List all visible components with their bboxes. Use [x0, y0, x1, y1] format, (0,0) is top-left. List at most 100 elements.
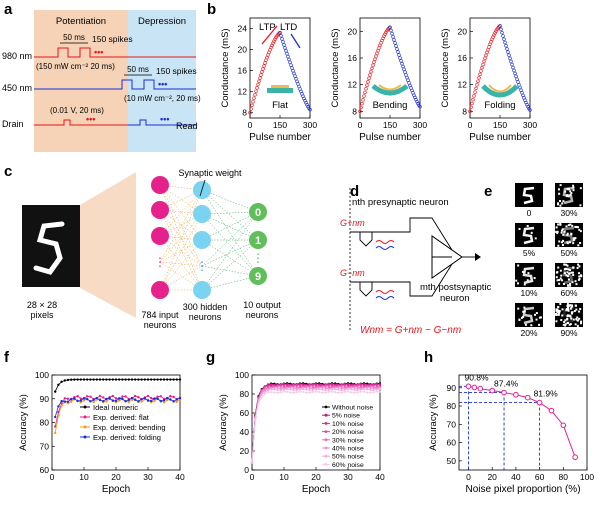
e-noise-pixel: [561, 228, 564, 231]
b-xlabel: Pulse number: [469, 132, 531, 143]
e-noise-pixel: [555, 226, 558, 229]
f-legend-marker: [83, 415, 87, 419]
e-noise-pixel: [570, 271, 573, 274]
b-data-point: [384, 30, 388, 35]
e-noise-pixel: [579, 187, 582, 190]
f-xtick-label: 20: [111, 472, 121, 482]
b-data-point: [360, 101, 364, 106]
g-xtick-label: 40: [375, 472, 385, 482]
input-projection: [80, 172, 136, 318]
input-hidden-link: [159, 209, 203, 267]
g-ytick-label: 80: [240, 389, 250, 399]
b-data-point: [475, 83, 479, 87]
f-series-point: [137, 400, 140, 403]
e-noise-pixel: [577, 319, 580, 322]
e-noise-pixel: [561, 202, 564, 205]
g-series-point: [378, 387, 382, 391]
g-series-point: [375, 388, 378, 391]
g-series-point: [263, 391, 266, 394]
e-noise-pixel: [520, 316, 523, 319]
device-bent: [481, 84, 519, 98]
f-series-line: [54, 379, 180, 392]
f-series-point: [54, 390, 57, 393]
h-series-point: [471, 384, 478, 391]
e-noise-pixel: [564, 190, 567, 193]
e-noise-pixel: [566, 275, 569, 278]
b-data-point: [281, 40, 285, 44]
drain-param-label: (0.01 V, 20 ms): [50, 106, 104, 115]
e-noise-pixel: [572, 237, 575, 240]
depression-bg: [128, 10, 196, 152]
e-noise-pixel: [559, 269, 562, 272]
f-legend-marker: [83, 425, 87, 429]
b-data-point: [359, 105, 363, 110]
drain-signal-red: [34, 119, 128, 126]
e-noise-pixel: [561, 314, 564, 317]
b-data-point: [494, 29, 498, 33]
g-series-point: [324, 391, 327, 394]
read-label: Read: [176, 121, 198, 131]
h-xtick-label: 20: [487, 472, 497, 482]
h-series-point: [489, 387, 495, 394]
g-series-point: [350, 386, 353, 389]
e-noise-pixel: [555, 320, 558, 323]
e-noise-pixel: [570, 233, 573, 236]
e-noise-pixel: [567, 195, 570, 198]
g-legend-marker: [324, 413, 328, 417]
f-series-point: [54, 425, 57, 428]
b-data-point: [366, 80, 370, 84]
hidden-output-link: [201, 189, 259, 277]
g-series-point: [334, 386, 337, 389]
g-series-point: [276, 385, 279, 388]
b-data-point: [373, 57, 377, 61]
e-noise-pixel: [578, 310, 581, 313]
e-noise-pixel: [568, 272, 571, 275]
e-noise-pixel: [534, 237, 537, 240]
b-data-point: [403, 70, 407, 74]
hidden-output-link: [201, 213, 259, 241]
e-noise-pixel: [567, 188, 570, 191]
b-data-point: [481, 62, 485, 67]
g-series-point: [270, 388, 273, 391]
f-series-point: [102, 400, 105, 403]
hidden-output-link: [201, 211, 259, 267]
b-data-point: [361, 98, 365, 102]
b-data-point: [394, 44, 398, 48]
g-series-point: [292, 386, 295, 390]
f-series-point: [66, 400, 70, 403]
e-noise-pixel: [562, 200, 565, 203]
e-noise-pixel: [572, 266, 575, 269]
e-noise-pixel: [566, 233, 569, 236]
e-noise-pixel: [527, 272, 530, 275]
b-data-point: [250, 103, 254, 108]
e-noise-pixel: [570, 317, 573, 320]
g-series-point: [257, 399, 260, 403]
b-data-point: [499, 27, 503, 32]
e-noise-pixel: [526, 279, 529, 282]
b-data-point: [472, 94, 476, 98]
e-noise-pixel: [558, 282, 561, 285]
b-xtick-label: 150: [273, 120, 287, 130]
e-noise-pixel: [515, 279, 518, 282]
b-data-point: [363, 90, 367, 95]
f-series-point: [70, 400, 73, 403]
input-hidden-link: [159, 189, 203, 291]
panel-label-f: f: [4, 349, 10, 366]
e-noise-pixel: [574, 304, 577, 307]
f-series-point: [118, 399, 121, 402]
e-noise-pixel: [577, 263, 580, 266]
f-series-point: [146, 394, 150, 398]
f-series-point: [130, 398, 134, 402]
b-data-point: [391, 35, 395, 39]
b-data-point: [509, 59, 513, 64]
g-series-point: [273, 391, 276, 394]
f-series-point: [57, 405, 60, 408]
h-ytick-label: 70: [447, 419, 457, 429]
g-legend-marker: [324, 454, 328, 458]
g-series-point: [311, 384, 314, 387]
g-legend-marker: [324, 405, 328, 409]
g-ytick-label: 60: [240, 408, 250, 418]
e-noise-pixel: [577, 278, 580, 281]
e-noise-pixel: [578, 317, 581, 320]
e-noise-label: 50%: [560, 248, 577, 258]
